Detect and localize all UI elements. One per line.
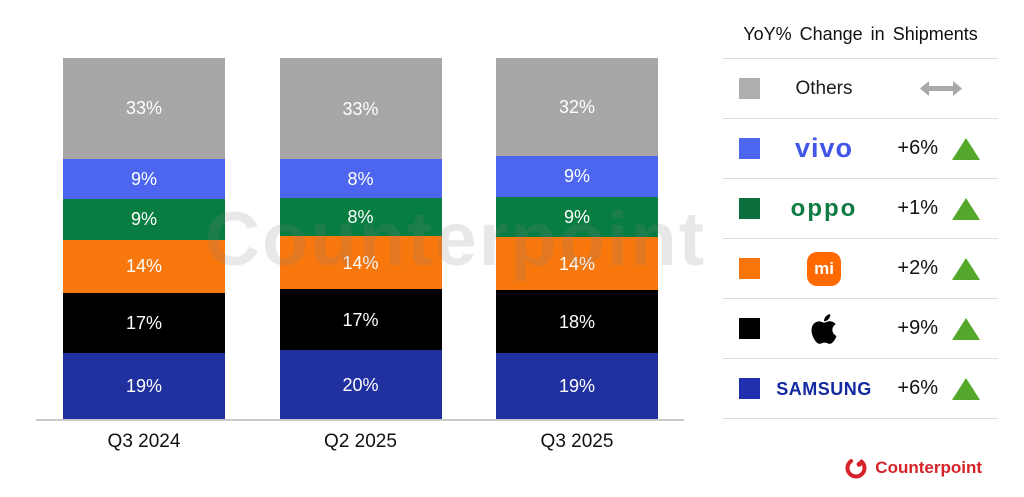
segment-value-label: 32%	[558, 97, 596, 118]
legend-row-vivo: vivo +6%	[723, 119, 998, 179]
x-axis-label-q3-2025: Q3 2025	[540, 431, 614, 452]
oppo-logo: oppo	[760, 194, 888, 222]
flat-arrow-icon	[920, 81, 962, 96]
bar-q3-2025: 32% 9% 9% 14% 18% 19%	[496, 58, 658, 419]
others-logo: Others	[760, 78, 888, 100]
trend-slot	[938, 197, 994, 220]
bar-segment-samsung: 19%	[63, 353, 225, 419]
segment-value-label: 9%	[563, 206, 590, 227]
mi-logo-icon: mi	[807, 251, 841, 286]
trend-slot	[938, 137, 994, 160]
up-triangle-icon	[952, 197, 980, 220]
oppo-swatch	[739, 198, 760, 219]
bar-segment-xiaomi: 14%	[63, 239, 225, 293]
bar-segment-apple: 17%	[63, 292, 225, 354]
bar-segment-xiaomi: 14%	[496, 237, 658, 291]
trend-slot	[938, 257, 994, 280]
samsung-logo: SAMSUNG	[760, 380, 888, 398]
counterpoint-logo-text: Counterpoint	[875, 458, 982, 477]
legend-row-oppo: oppo +1%	[723, 179, 998, 239]
x-axis-label-q3-2024: Q3 2024	[107, 431, 181, 452]
segment-value-label: 20%	[342, 374, 379, 395]
xiaomi-swatch	[739, 258, 760, 279]
bar-segment-oppo: 8%	[279, 197, 442, 236]
counterpoint-logo: Counterpoint	[844, 456, 982, 480]
up-triangle-icon	[952, 377, 980, 400]
up-triangle-icon	[952, 257, 980, 280]
segment-value-label: 17%	[125, 313, 163, 334]
samsung-logo-text: SAMSUNG	[776, 378, 872, 399]
vivo-logo: vivo	[760, 135, 888, 162]
bar-q3-2024: 33% 9% 9% 14% 17% 19%	[63, 58, 225, 419]
others-logo-text: Others	[795, 77, 853, 99]
vivo-logo-text: vivo	[794, 133, 854, 163]
apple-logo	[760, 312, 888, 346]
bar-q2-2025: 33% 8% 8% 14% 17% 20%	[279, 58, 442, 419]
segment-value-label: 9%	[130, 209, 157, 230]
up-triangle-icon	[952, 317, 980, 340]
legend-row-xiaomi: mi +2%	[723, 239, 998, 299]
xiaomi-yoy-value: +2%	[897, 257, 938, 279]
segment-value-label: 19%	[125, 376, 163, 397]
bar-segment-oppo: 9%	[63, 199, 225, 240]
segment-value-label: 33%	[342, 98, 379, 119]
segment-value-label: 8%	[347, 168, 374, 189]
vivo-yoy-value: +6%	[897, 137, 938, 159]
legend-rows: Others vivo +6% oppo +1% mi +2% +9% SAMSUNG +6%	[723, 58, 998, 419]
apple-logo-icon	[811, 313, 837, 344]
legend-row-apple: +9%	[723, 299, 998, 359]
bar-segment-others: 33%	[63, 58, 225, 159]
segment-value-label: 9%	[130, 168, 157, 189]
bar-segment-oppo: 9%	[496, 196, 658, 238]
legend-panel: YoY% Change in Shipments Others vivo +6% op…	[723, 0, 998, 419]
segment-value-label: 14%	[558, 253, 596, 274]
segment-value-label: 14%	[125, 256, 163, 277]
bar-segment-vivo: 8%	[279, 159, 442, 198]
segment-value-label: 8%	[347, 206, 374, 227]
trend-slot	[938, 317, 994, 340]
bar-segment-others: 32%	[496, 58, 658, 157]
segment-value-label: 14%	[342, 252, 379, 273]
bar-segment-vivo: 9%	[496, 156, 658, 197]
oppo-logo-text: oppo	[790, 194, 858, 222]
segment-value-label: 17%	[342, 309, 379, 330]
bar-segment-apple: 18%	[496, 290, 658, 354]
x-axis-label-q2-2025: Q2 2025	[324, 431, 397, 452]
xiaomi-logo: mi	[760, 251, 888, 286]
segment-value-label: 9%	[563, 166, 590, 187]
bar-segment-samsung: 19%	[496, 353, 658, 419]
segment-value-label: 33%	[125, 98, 163, 119]
stacked-bar-group: 33% 9% 9% 14% 17% 19% 33% 8% 8% 14% 17% 20% 32% 9% 9% 1…	[63, 58, 658, 419]
x-axis-labels: Q3 2024 Q2 2025 Q3 2025	[63, 431, 658, 453]
segment-value-label: 18%	[558, 311, 596, 332]
vivo-swatch	[739, 138, 760, 159]
bar-segment-samsung: 20%	[279, 350, 442, 419]
flat-arrow-slot	[888, 81, 994, 96]
samsung-yoy-value: +6%	[897, 377, 938, 399]
legend-row-samsung: SAMSUNG +6%	[723, 359, 998, 419]
bar-segment-xiaomi: 14%	[279, 235, 442, 290]
others-swatch	[739, 78, 760, 99]
trend-slot	[938, 377, 994, 400]
segment-value-label: 19%	[558, 376, 596, 397]
up-triangle-icon	[952, 137, 980, 160]
bar-segment-others: 33%	[279, 58, 442, 160]
oppo-yoy-value: +1%	[897, 197, 938, 219]
bar-segment-apple: 17%	[279, 289, 442, 351]
samsung-swatch	[739, 378, 760, 399]
apple-swatch	[739, 318, 760, 339]
legend-row-others: Others	[723, 59, 998, 119]
x-axis-line	[36, 419, 684, 421]
legend-title: YoY% Change in Shipments	[743, 24, 978, 44]
bar-segment-vivo: 9%	[63, 158, 225, 200]
apple-yoy-value: +9%	[897, 317, 938, 339]
counterpoint-logo-icon	[845, 457, 867, 479]
